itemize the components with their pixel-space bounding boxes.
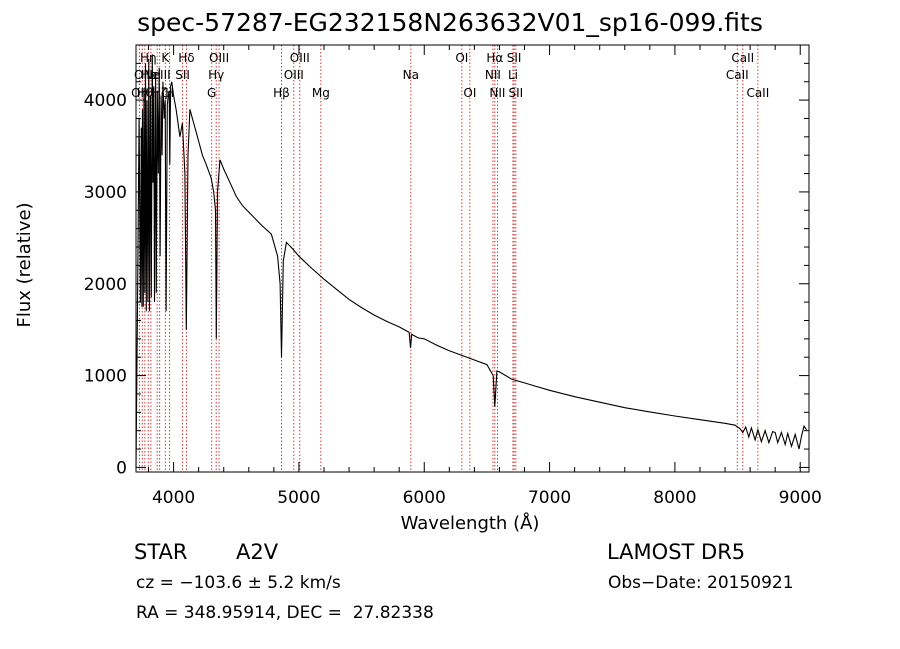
line-label: OII <box>131 86 148 100</box>
line-label: Hζ <box>152 86 168 100</box>
line-label: NII <box>489 86 505 100</box>
line-label: CaII <box>726 68 749 82</box>
x-axis-label: Wavelength (Å) <box>401 512 540 534</box>
y-tick-label: 2000 <box>84 275 127 295</box>
y-tick-label: 1000 <box>84 367 127 387</box>
x-tick-label: 5000 <box>277 488 320 508</box>
y-tick-label: 0 <box>116 458 127 478</box>
plot-frame <box>135 44 810 473</box>
line-label: Na <box>403 68 419 82</box>
spectrum-line <box>135 54 807 468</box>
survey-name: LAMOST DR5 <box>607 540 746 564</box>
chart-title: spec-57287-EG232158N263632V01_sp16-099.f… <box>137 8 763 37</box>
line-label: G <box>207 86 216 100</box>
line-label: SII <box>507 51 522 65</box>
line-label: OI <box>455 51 468 65</box>
line-markers <box>138 45 759 472</box>
y-axis-label: Flux (relative) <box>14 202 35 327</box>
line-label: Hθ <box>137 86 153 100</box>
line-label: NII <box>485 68 501 82</box>
line-label: HeI <box>141 68 161 82</box>
x-tick-label: 7000 <box>528 488 571 508</box>
x-axis: 4000 5000 6000 7000 8000 9000 <box>148 45 822 508</box>
line-label: K <box>161 51 170 65</box>
line-label: OIII <box>209 51 229 65</box>
object-class: STAR <box>134 540 188 564</box>
line-label: OIII <box>290 51 310 65</box>
line-label: Hγ <box>208 68 224 82</box>
line-label: H <box>165 86 174 100</box>
y-axis: 0 1000 2000 3000 4000 <box>84 62 809 478</box>
line-label: Hα <box>486 51 503 65</box>
redshift-velocity: cz = −103.6 ± 5.2 km/s <box>136 573 341 593</box>
y-tick-label: 4000 <box>84 91 127 111</box>
line-label: Hβ <box>273 86 290 100</box>
object-subclass: A2V <box>236 540 279 564</box>
line-label: Hδ <box>178 51 194 65</box>
line-label: Mg <box>312 86 330 100</box>
line-labels: OIIOIIHθHηHeINeIIIHζKHSIIHδGHγOIIIHβOIII… <box>131 51 769 100</box>
line-label: CaII <box>746 86 769 100</box>
line-label: SII <box>509 86 524 100</box>
x-tick-label: 8000 <box>653 488 696 508</box>
y-tick-label: 3000 <box>84 183 127 203</box>
line-label: CaII <box>731 51 754 65</box>
line-label: OIII <box>284 68 304 82</box>
line-label: Hη <box>140 51 157 65</box>
x-tick-label: 9000 <box>779 488 822 508</box>
x-tick-label: 6000 <box>403 488 446 508</box>
line-label: NeIII <box>144 68 171 82</box>
line-label: OI <box>463 86 476 100</box>
x-tick-label: 4000 <box>152 488 195 508</box>
observation-date: Obs−Date: 20150921 <box>608 573 794 593</box>
coordinates: RA = 348.95914, DEC = 27.82338 <box>136 603 434 623</box>
line-label: Li <box>508 68 518 82</box>
line-label: SII <box>175 68 190 82</box>
line-label: OII <box>134 68 151 82</box>
